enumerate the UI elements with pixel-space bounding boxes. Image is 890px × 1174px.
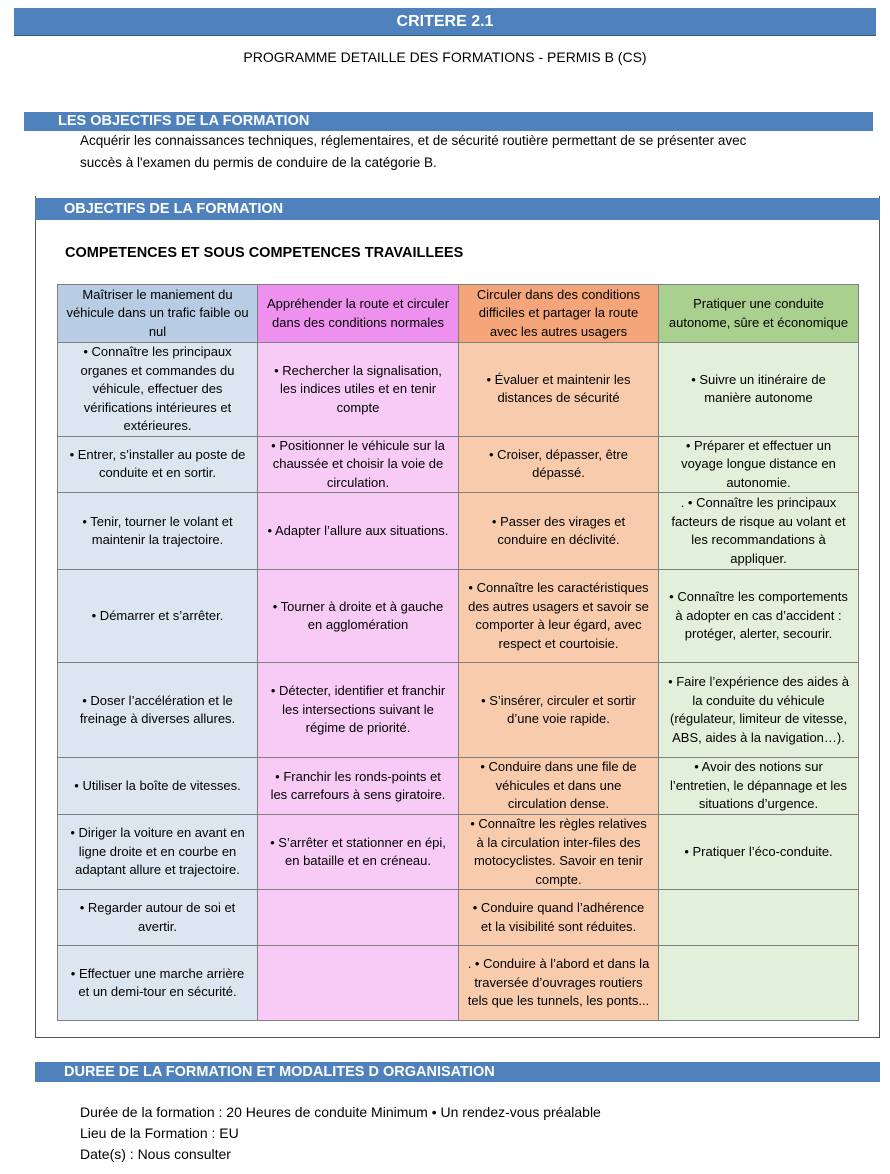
section-heading: COMPETENCES ET SOUS COMPETENCES TRAVAILL…: [65, 245, 464, 261]
table-cell: • Avoir des notions sur l’entretien, le …: [658, 757, 859, 815]
text-line: succès à l'examen du permis de conduire …: [80, 155, 437, 170]
table-cell: • S’arrêter et stationner en épi, en bat…: [257, 814, 459, 890]
section-bar: DUREE DE LA FORMATION ET MODALITES D ORG…: [35, 1062, 880, 1082]
table-cell: • Suivre un itinéraire de manière autono…: [658, 342, 859, 437]
table-cell: • Connaître les règles relatives à la ci…: [458, 814, 659, 890]
table-cell: • Connaître les principaux organes et co…: [57, 342, 258, 437]
competences-box: [35, 196, 880, 1038]
table-cell: • S’insérer, circuler et sortir d’une vo…: [458, 662, 659, 758]
table-cell: • Adapter l’allure aux situations.: [257, 492, 459, 570]
table-row: Maîtriser le maniement du véhicule dans …: [57, 284, 859, 343]
table-row: • Regarder autour de soi et avertir. • Co…: [57, 889, 859, 946]
table-cell: • Connaître les comportements à adopter …: [658, 569, 859, 663]
objectives-text: Acquérir les connaissances techniques, r…: [80, 130, 746, 174]
table-cell: • Effectuer une marche arrière et un dem…: [57, 945, 258, 1021]
table-row: • Démarrer et s’arrêter. • Tourner à droi…: [57, 569, 859, 663]
table-cell: • Tenir, tourner le volant et maintenir …: [57, 492, 258, 570]
table-cell: • Tourner à droite et à gauche en agglom…: [257, 569, 459, 663]
table-cell: • Regarder autour de soi et avertir.: [57, 889, 258, 946]
table-row: • Tenir, tourner le volant et maintenir …: [57, 492, 859, 570]
table-cell: • Doser l’accélération et le freinage à …: [57, 662, 258, 758]
table-cell: • Utiliser la boîte de vitesses.: [57, 757, 258, 815]
section-bar: OBJECTIFS DE LA FORMATION: [35, 198, 880, 220]
table-cell: • Conduire dans une file de véhicules et…: [458, 757, 659, 815]
table-row: • Effectuer une marche arrière et un dem…: [57, 945, 859, 1021]
table-cell: • Faire l’expérience des aides à la cond…: [658, 662, 859, 758]
text-line: Acquérir les connaissances techniques, r…: [80, 133, 747, 148]
table-cell: [257, 889, 459, 946]
table-cell: Pratiquer une conduite autonome, sûre et…: [658, 284, 859, 343]
page-title: CRITERE 2.1: [14, 8, 876, 36]
table-cell: • Diriger la voiture en avant en ligne d…: [57, 814, 258, 890]
table-row: • Connaître les principaux organes et co…: [57, 342, 859, 437]
table-cell: . • Connaître les principaux facteurs de…: [658, 492, 859, 570]
table-cell: • Pratiquer l’éco-conduite.: [658, 814, 859, 890]
table-cell: • Croiser, dépasser, être dépassé.: [458, 435, 659, 493]
table-cell: Circuler dans des conditions difficiles …: [458, 284, 659, 343]
table-cell: • Connaître les caractéristiques des aut…: [458, 569, 659, 663]
table-cell: • Préparer et effectuer un voyage longue…: [658, 435, 859, 493]
table-cell: • Rechercher la signalisation, les indic…: [257, 342, 459, 437]
competences-table: Maîtriser le maniement du véhicule dans …: [57, 284, 859, 1021]
text-line: Date(s) : Nous consulter: [80, 1146, 231, 1162]
text-line: Lieu de la Formation : EU: [80, 1125, 239, 1141]
table-cell: • Positionner le véhicule sur la chaussé…: [257, 435, 459, 493]
organisation-text: Durée de la formation : 20 Heures de con…: [80, 1102, 601, 1165]
table-cell: [257, 945, 459, 1021]
table-row: • Utiliser la boîte de vitesses. • Franch…: [57, 757, 859, 815]
table-cell: Appréhender la route et circuler dans de…: [257, 284, 459, 343]
table-cell: • Franchir les ronds-points et les carre…: [257, 757, 459, 815]
table-cell: • Démarrer et s’arrêter.: [57, 569, 258, 663]
text-line: Durée de la formation : 20 Heures de con…: [80, 1104, 601, 1120]
table-row: • Diriger la voiture en avant en ligne d…: [57, 814, 859, 890]
table-cell: . • Conduire à l’abord et dans la traver…: [458, 945, 659, 1021]
table-row: • Entrer, s’installer au poste de condui…: [57, 435, 859, 493]
table-cell: • Passer des virages et conduire en décl…: [458, 492, 659, 570]
page-subtitle: PROGRAMME DETAILLE DES FORMATIONS - PERM…: [243, 49, 647, 65]
table-cell: [658, 945, 859, 1021]
table-cell: • Entrer, s’installer au poste de condui…: [57, 435, 258, 493]
table-cell: • Détecter, identifier et franchir les i…: [257, 662, 459, 758]
table-cell: [658, 889, 859, 946]
table-row: • Doser l’accélération et le freinage à …: [57, 662, 859, 758]
table-cell: • Évaluer et maintenir les distances de …: [458, 342, 659, 437]
table-cell: • Conduire quand l’adhérence et la visib…: [458, 889, 659, 946]
section-bar: LES OBJECTIFS DE LA FORMATION: [24, 112, 873, 131]
table-cell: Maîtriser le maniement du véhicule dans …: [57, 284, 258, 343]
